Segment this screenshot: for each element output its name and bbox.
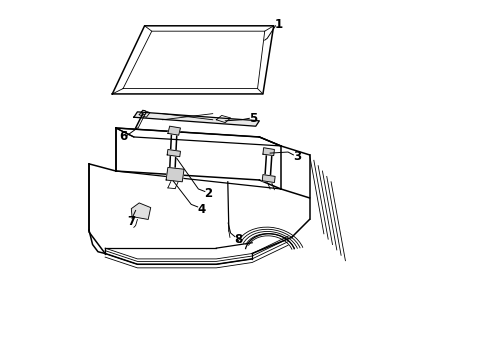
Polygon shape	[134, 112, 259, 126]
Text: 8: 8	[234, 233, 243, 246]
Text: 3: 3	[293, 150, 301, 163]
Text: 1: 1	[275, 18, 283, 31]
Text: 7: 7	[127, 215, 135, 229]
Polygon shape	[166, 167, 184, 182]
Polygon shape	[263, 148, 274, 156]
Polygon shape	[262, 175, 275, 183]
Polygon shape	[131, 203, 151, 220]
Polygon shape	[167, 149, 180, 157]
Text: 4: 4	[197, 203, 205, 216]
Text: 2: 2	[204, 187, 213, 200]
Text: 6: 6	[120, 130, 128, 144]
Polygon shape	[112, 26, 274, 94]
Polygon shape	[116, 128, 281, 146]
Text: 5: 5	[249, 112, 257, 125]
Polygon shape	[168, 126, 180, 135]
